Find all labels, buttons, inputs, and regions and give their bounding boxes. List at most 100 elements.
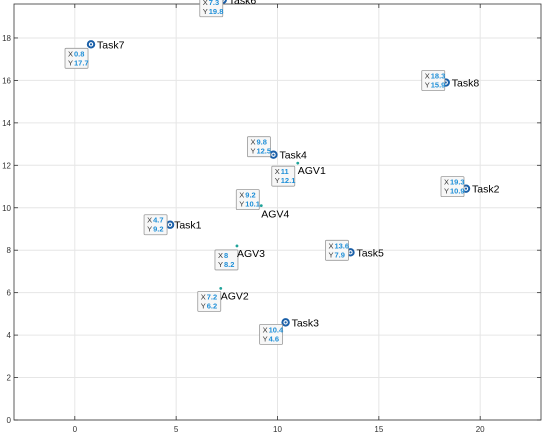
data-tip-x-key: X: [263, 325, 268, 334]
point-label: AGV2: [221, 290, 249, 302]
data-tip-y-value: 6.2: [207, 301, 217, 310]
data-tip-box: [259, 323, 284, 345]
agv-marker: [259, 204, 263, 208]
data-tip-y-value: 15.9: [431, 81, 446, 90]
data-tip-x-key: X: [147, 216, 152, 225]
y-tick-label: 10: [2, 204, 11, 213]
task-marker-dot: [444, 81, 447, 84]
data-tip: X 10.4Y 4.6: [259, 323, 284, 345]
data-tip-y-key: Y: [218, 260, 223, 269]
y-tick-label: 4: [7, 331, 12, 340]
y-tick-label: 6: [7, 289, 12, 298]
x-tick-label: 15: [374, 425, 383, 434]
y-tick-label: 18: [2, 34, 11, 43]
agv-marker: [219, 287, 223, 290]
data-tip-box: [214, 249, 239, 271]
y-tick-label: 8: [7, 246, 12, 255]
data-tip: X 7.3Y 19.8: [199, 0, 224, 18]
x-tick-label: 0: [73, 425, 78, 434]
data-tip-y-key: Y: [328, 250, 333, 259]
data-tip-y-key: Y: [444, 187, 449, 196]
point-label: AGV3: [237, 248, 265, 260]
data-tip-x-key: X: [425, 72, 430, 81]
x-tick-label: 10: [273, 425, 282, 434]
data-tip-y-value: 17.7: [74, 58, 89, 67]
data-tip-x-value: 0.8: [74, 49, 84, 58]
task-marker-dot: [464, 187, 468, 190]
task-marker-dot: [168, 223, 172, 226]
data-tip-x-value: 4.7: [153, 216, 163, 225]
task-marker: [281, 318, 290, 327]
data-tip-y-key: Y: [203, 7, 208, 16]
data-tip-x-value: 7.3: [209, 0, 219, 7]
data-tip-y-value: 10.1: [245, 200, 260, 209]
data-tip: X 18.3Y 15.9: [421, 70, 446, 91]
ticks: 0 5 10 15 20 0 2 4 6 8 10 12 14 16 18: [2, 4, 541, 434]
data-tip-x-key: X: [275, 167, 280, 176]
data-tip-x-key: X: [68, 49, 73, 58]
data-tip-box: [440, 176, 465, 198]
data-tip: X 4.7Y 9.2: [143, 214, 168, 236]
data-tip-x-value: 19.3: [450, 178, 465, 187]
data-tip-box: [199, 0, 224, 18]
point-label: AGV1: [298, 165, 326, 177]
data-tip-x-value: 9.8: [256, 138, 266, 147]
task-marker-dot: [284, 321, 287, 324]
agv-marker: [235, 244, 239, 248]
point-labels: Task1 Task2 Task3 Task4 Task5 Task6 Task7 Task8…: [97, 0, 500, 329]
data-tip-y-key: Y: [425, 81, 430, 90]
point-label: Task1: [174, 220, 202, 232]
data-tip-x-value: 10.4: [269, 325, 284, 334]
agv-marker: [296, 161, 300, 165]
data-tip-box: [64, 47, 89, 69]
data-tips: X 4.7Y 9.2X 19.3Y 10.9X 10.4Y 4.6X 9.8Y 12.5X 13.…: [64, 0, 465, 345]
x-tick-label: 5: [174, 425, 179, 434]
data-tip-x-value: 7.2: [207, 292, 217, 301]
data-tip-x-value: 18.3: [431, 72, 446, 81]
data-tip: X 19.3Y 10.9: [440, 176, 465, 198]
point-label: Task4: [279, 150, 307, 162]
point-label: AGV4: [261, 209, 289, 221]
data-tip-box: [271, 165, 296, 187]
point-label: Task3: [292, 317, 320, 329]
data-tip-y-value: 9.2: [153, 225, 163, 234]
data-tip-y-key: Y: [239, 200, 244, 209]
y-tick-label: 0: [7, 416, 12, 425]
point-label: Task2: [472, 184, 500, 196]
point-label: Task7: [97, 39, 125, 51]
task-marker: [269, 150, 278, 159]
data-tip-y-key: Y: [68, 58, 73, 67]
task-marker: [86, 40, 96, 49]
data-tip-y-value: 19.8: [209, 7, 224, 16]
data-tip-box: [143, 214, 168, 236]
data-tip: X 9.8Y 12.5: [247, 136, 271, 158]
task-marker: [165, 220, 175, 229]
task-marker-dot: [272, 153, 275, 156]
data-tip: X 8Y 8.2: [214, 249, 239, 271]
data-tip-x-key: X: [203, 0, 208, 7]
data-tip-x-key: X: [328, 241, 333, 250]
data-tip-box: [247, 136, 271, 158]
data-tip-x-key: X: [239, 191, 244, 200]
task-marker-dot: [349, 251, 352, 254]
y-tick-label: 16: [2, 76, 11, 85]
data-tip-x-value: 13.6: [334, 241, 349, 250]
data-tip: X 9.2Y 10.1: [235, 189, 260, 211]
y-tick-label: 2: [7, 374, 12, 383]
grid: [14, 4, 541, 421]
data-tip-y-key: Y: [263, 334, 268, 343]
data-tip-y-key: Y: [250, 147, 255, 156]
data-tip-box: [235, 189, 260, 211]
y-tick-label: 12: [2, 161, 11, 170]
data-tip-box: [421, 70, 446, 91]
data-tip-x-key: X: [250, 138, 255, 147]
point-label: Task8: [452, 78, 480, 90]
y-tick-label: 14: [2, 119, 11, 128]
data-tip: X 7.2Y 6.2: [197, 291, 222, 312]
data-tip-x-key: X: [201, 292, 206, 301]
task-marker-dot: [89, 43, 93, 46]
data-tip-y-value: 8.2: [224, 260, 234, 269]
data-tip-y-key: Y: [275, 176, 280, 185]
